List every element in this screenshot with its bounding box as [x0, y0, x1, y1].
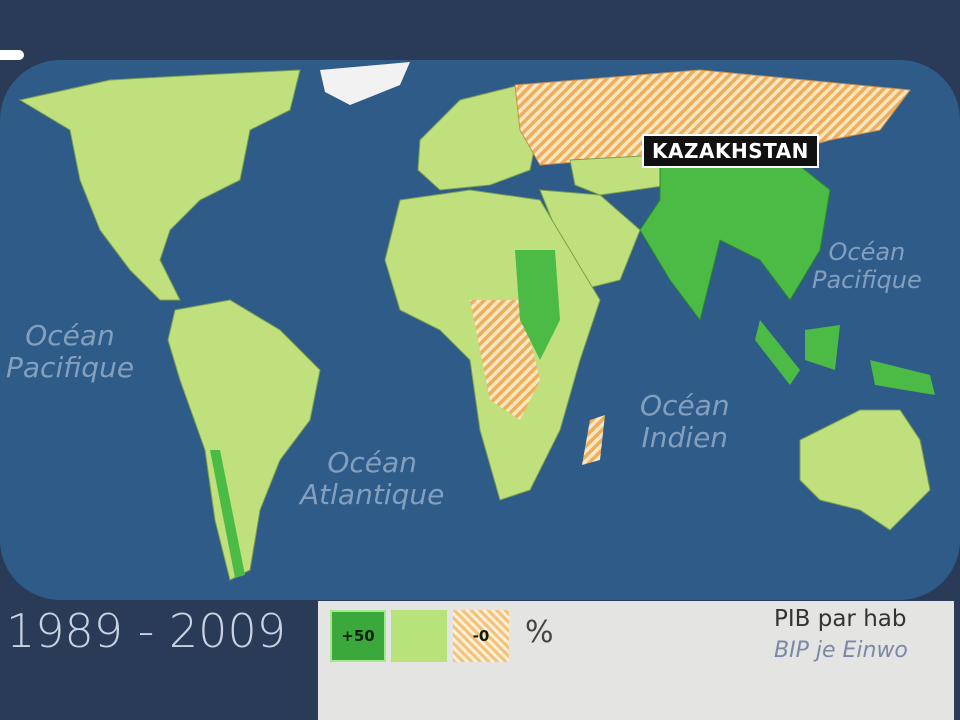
ocean-label-pacific-west: Océan Pacifique — [6, 320, 134, 384]
ocean-label-atlantic: Océan Atlantique — [300, 447, 444, 511]
ocean-label-indian: Océan Indien — [640, 390, 730, 454]
australia — [799, 409, 931, 531]
ocean-label-line: Pacifique — [6, 351, 135, 384]
country-label-kazakhstan: KAZAKHSTAN — [642, 134, 819, 168]
legend-swatch-growth-mid — [391, 610, 447, 662]
indonesia — [755, 320, 935, 395]
chile — [210, 450, 245, 578]
ocean-label-line: Océan — [25, 319, 115, 352]
south-america — [167, 299, 321, 581]
ocean-label-pacific-east: Océan Pacifique — [812, 238, 922, 294]
china-asia — [639, 149, 831, 322]
channel-logo — [0, 50, 24, 60]
legend-title-fr: PIB par hab — [774, 606, 907, 632]
europe — [417, 84, 541, 191]
ocean-label-line: Indien — [641, 421, 729, 454]
sudan — [515, 250, 560, 360]
ocean-label-line: Atlantique — [300, 478, 445, 511]
legend-unit: % — [525, 615, 554, 650]
central-africa — [470, 300, 540, 420]
legend-title-de: BIP je Einwo — [774, 638, 908, 663]
ocean-label-line: Océan — [640, 389, 730, 422]
period-label: 1989 - 2009 — [6, 604, 286, 658]
madagascar — [582, 415, 605, 465]
world-map — [0, 60, 960, 600]
legend-swatch-growth-high: +50 — [330, 610, 386, 662]
ocean-label-line: Océan — [828, 238, 906, 266]
legend-swatch-decline: -0 — [453, 610, 509, 662]
ocean-label-line: Pacifique — [812, 266, 922, 294]
north-america — [18, 69, 301, 301]
ocean-label-line: Océan — [327, 446, 417, 479]
greenland — [320, 62, 410, 105]
